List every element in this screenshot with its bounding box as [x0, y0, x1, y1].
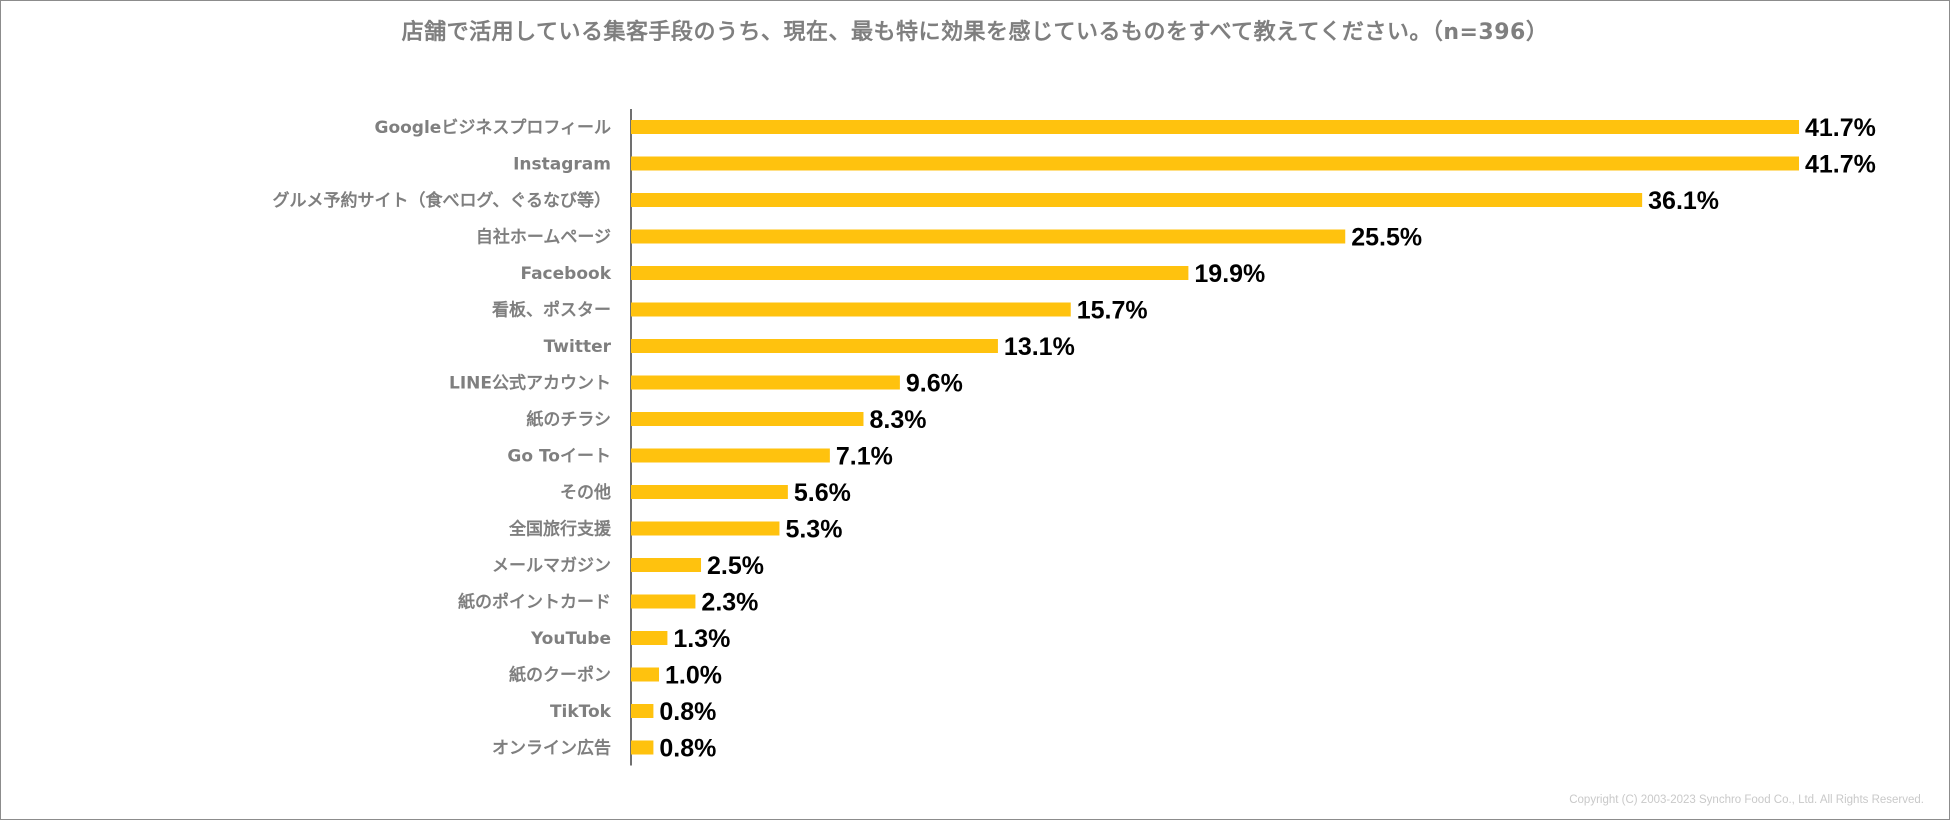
bar	[631, 120, 1799, 134]
bar	[631, 521, 780, 536]
value-label: 41.7%	[1805, 114, 1876, 142]
bar	[631, 266, 1189, 280]
bar	[631, 631, 668, 645]
category-label: Instagram	[513, 155, 611, 175]
value-label: 0.8%	[659, 698, 716, 726]
value-label: 0.8%	[659, 735, 716, 763]
value-label: 8.3%	[869, 406, 926, 434]
value-label: 36.1%	[1648, 187, 1719, 215]
value-label: 5.3%	[785, 516, 842, 544]
bar-series: Googleビジネスプロフィール 41.7% Instagram 41.7% グルメ予約…	[273, 114, 1876, 763]
copyright-notice: Copyright (C) 2003-2023 Synchro Food Co.…	[1569, 794, 1924, 806]
value-label: 19.9%	[1194, 260, 1265, 288]
category-label: その他	[560, 482, 611, 503]
value-label: 2.3%	[701, 589, 758, 617]
category-label: 紙のクーポン	[509, 665, 611, 686]
bar	[631, 412, 864, 426]
category-label: Facebook	[520, 264, 611, 284]
bar	[631, 339, 998, 353]
category-label: YouTube	[530, 629, 611, 649]
bar	[631, 302, 1071, 317]
bar	[631, 740, 654, 755]
bar	[631, 193, 1643, 207]
category-label: Googleビジネスプロフィール	[375, 117, 612, 138]
category-label: オンライン広告	[492, 738, 611, 759]
bar	[631, 485, 788, 499]
value-label: 41.7%	[1805, 151, 1876, 179]
bar	[631, 667, 660, 682]
value-label: 13.1%	[1004, 333, 1075, 361]
value-label: 1.0%	[665, 662, 722, 690]
category-label: 全国旅行支援	[508, 519, 612, 540]
value-label: 2.5%	[707, 552, 764, 580]
value-label: 9.6%	[906, 370, 963, 398]
category-label: TikTok	[550, 702, 612, 722]
category-label: メールマガジン	[492, 556, 611, 576]
value-label: 1.3%	[673, 625, 730, 653]
bar	[631, 156, 1799, 171]
bar	[631, 704, 654, 718]
value-label: 7.1%	[836, 443, 893, 471]
bar	[631, 375, 900, 390]
category-label: 看板、ポスター	[491, 300, 611, 321]
value-label: 15.7%	[1077, 297, 1148, 325]
category-label: LINE公式アカウント	[449, 373, 611, 394]
category-label: Go Toイート	[507, 447, 611, 467]
bar	[631, 594, 696, 609]
bar	[631, 558, 702, 572]
category-label: 紙のチラシ	[526, 409, 611, 430]
category-label: 紙のポイントカード	[458, 592, 611, 613]
chart-title: 店舗で活用している集客手段のうち、現在、最も特に効果を感じているものをすべて教え…	[401, 20, 1549, 45]
bar	[631, 229, 1346, 244]
value-label: 25.5%	[1351, 224, 1422, 252]
value-label: 5.6%	[794, 479, 851, 507]
category-label: Twitter	[544, 337, 612, 357]
bar	[631, 448, 830, 463]
category-label: 自社ホームページ	[476, 227, 611, 248]
category-label: グルメ予約サイト（食べログ、ぐるなび等）	[273, 190, 611, 211]
